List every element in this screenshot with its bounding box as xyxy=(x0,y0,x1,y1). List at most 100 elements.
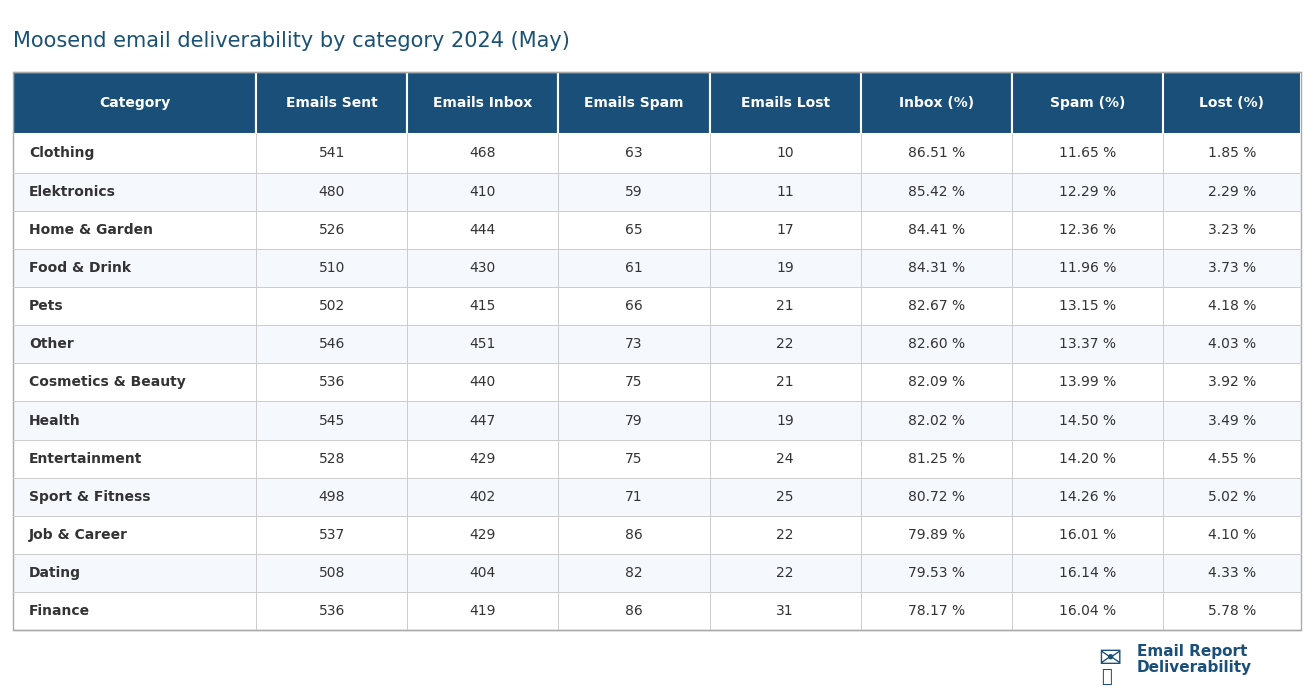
Text: 19: 19 xyxy=(777,261,794,275)
Text: 430: 430 xyxy=(470,261,495,275)
Text: Health: Health xyxy=(29,413,80,428)
Text: 80.72 %: 80.72 % xyxy=(908,490,964,504)
Text: 12.29 %: 12.29 % xyxy=(1059,185,1116,198)
Text: 541: 541 xyxy=(318,147,346,161)
Text: 11: 11 xyxy=(777,185,794,198)
Text: Emails Inbox: Emails Inbox xyxy=(434,96,532,110)
Text: 22: 22 xyxy=(777,566,794,580)
Text: Emails Lost: Emails Lost xyxy=(741,96,829,110)
Text: 536: 536 xyxy=(318,376,346,389)
Text: 79: 79 xyxy=(625,413,643,428)
Text: 16.04 %: 16.04 % xyxy=(1059,604,1116,618)
Text: 85.42 %: 85.42 % xyxy=(908,185,964,198)
Text: ⌕: ⌕ xyxy=(1101,668,1112,686)
Text: Emails Sent: Emails Sent xyxy=(286,96,377,110)
Text: 429: 429 xyxy=(469,528,497,542)
Text: 13.37 %: 13.37 % xyxy=(1059,337,1116,351)
Text: Sport & Fitness: Sport & Fitness xyxy=(29,490,150,504)
Text: 71: 71 xyxy=(625,490,643,504)
Text: 82.09 %: 82.09 % xyxy=(908,376,964,389)
Text: 86: 86 xyxy=(625,528,643,542)
Text: 84.41 %: 84.41 % xyxy=(908,223,964,237)
Text: 480: 480 xyxy=(318,185,346,198)
Text: 545: 545 xyxy=(319,413,344,428)
Text: 4.33 %: 4.33 % xyxy=(1208,566,1256,580)
Text: 82: 82 xyxy=(625,566,643,580)
Text: 17: 17 xyxy=(777,223,794,237)
Text: Category: Category xyxy=(99,96,171,110)
Text: 444: 444 xyxy=(470,223,495,237)
Text: 429: 429 xyxy=(469,452,497,466)
Text: 510: 510 xyxy=(318,261,346,275)
Text: 61: 61 xyxy=(625,261,643,275)
Text: 65: 65 xyxy=(625,223,643,237)
Text: Moosend email deliverability by category 2024 (May): Moosend email deliverability by category… xyxy=(13,31,570,51)
Text: 79.89 %: 79.89 % xyxy=(908,528,964,542)
Text: 24: 24 xyxy=(777,452,794,466)
Text: 21: 21 xyxy=(777,299,794,313)
Text: 11.96 %: 11.96 % xyxy=(1059,261,1116,275)
Text: 2.29 %: 2.29 % xyxy=(1208,185,1256,198)
Text: Emails Spam: Emails Spam xyxy=(585,96,683,110)
Text: 75: 75 xyxy=(625,452,643,466)
Text: 4.10 %: 4.10 % xyxy=(1208,528,1256,542)
Text: 13.15 %: 13.15 % xyxy=(1059,299,1116,313)
Text: 498: 498 xyxy=(318,490,346,504)
Text: 4.55 %: 4.55 % xyxy=(1208,452,1256,466)
Text: Dating: Dating xyxy=(29,566,81,580)
Text: Lost (%): Lost (%) xyxy=(1200,96,1264,110)
Text: 82.02 %: 82.02 % xyxy=(908,413,964,428)
Text: Entertainment: Entertainment xyxy=(29,452,142,466)
Text: 16.01 %: 16.01 % xyxy=(1059,528,1116,542)
Text: 10: 10 xyxy=(777,147,794,161)
Text: 12.36 %: 12.36 % xyxy=(1059,223,1116,237)
Text: 86: 86 xyxy=(625,604,643,618)
Text: 451: 451 xyxy=(469,337,497,351)
Text: 11.65 %: 11.65 % xyxy=(1059,147,1116,161)
Text: 79.53 %: 79.53 % xyxy=(908,566,964,580)
Text: 410: 410 xyxy=(469,185,497,198)
Text: 81.25 %: 81.25 % xyxy=(908,452,964,466)
Text: 31: 31 xyxy=(777,604,794,618)
Text: Inbox (%): Inbox (%) xyxy=(899,96,974,110)
Text: 75: 75 xyxy=(625,376,643,389)
Text: 536: 536 xyxy=(318,604,346,618)
Text: 3.73 %: 3.73 % xyxy=(1208,261,1256,275)
Text: Home & Garden: Home & Garden xyxy=(29,223,152,237)
Text: 404: 404 xyxy=(470,566,495,580)
Text: 84.31 %: 84.31 % xyxy=(908,261,964,275)
Text: 22: 22 xyxy=(777,528,794,542)
Text: 19: 19 xyxy=(777,413,794,428)
Text: 14.50 %: 14.50 % xyxy=(1059,413,1116,428)
Text: 73: 73 xyxy=(625,337,643,351)
Text: ✉: ✉ xyxy=(1099,646,1122,673)
Text: 528: 528 xyxy=(318,452,346,466)
Text: 21: 21 xyxy=(777,376,794,389)
Text: 508: 508 xyxy=(318,566,346,580)
Text: 78.17 %: 78.17 % xyxy=(908,604,964,618)
Text: 14.26 %: 14.26 % xyxy=(1059,490,1116,504)
Text: 5.02 %: 5.02 % xyxy=(1208,490,1256,504)
Text: 4.18 %: 4.18 % xyxy=(1208,299,1256,313)
Text: 63: 63 xyxy=(625,147,643,161)
Text: 82.60 %: 82.60 % xyxy=(908,337,964,351)
Text: 537: 537 xyxy=(319,528,344,542)
Text: Other: Other xyxy=(29,337,74,351)
Text: Elektronics: Elektronics xyxy=(29,185,116,198)
Text: Finance: Finance xyxy=(29,604,91,618)
Text: 13.99 %: 13.99 % xyxy=(1059,376,1116,389)
Text: 468: 468 xyxy=(469,147,497,161)
Text: 402: 402 xyxy=(470,490,495,504)
Text: 16.14 %: 16.14 % xyxy=(1059,566,1116,580)
Text: 25: 25 xyxy=(777,490,794,504)
Text: 86.51 %: 86.51 % xyxy=(908,147,964,161)
Text: Deliverability: Deliverability xyxy=(1137,660,1252,675)
Text: 419: 419 xyxy=(469,604,497,618)
Text: Email Report: Email Report xyxy=(1137,644,1247,659)
Text: 3.92 %: 3.92 % xyxy=(1208,376,1256,389)
Text: 440: 440 xyxy=(470,376,495,389)
Text: Pets: Pets xyxy=(29,299,63,313)
Text: 22: 22 xyxy=(777,337,794,351)
Text: 5.78 %: 5.78 % xyxy=(1208,604,1256,618)
Text: Spam (%): Spam (%) xyxy=(1050,96,1125,110)
